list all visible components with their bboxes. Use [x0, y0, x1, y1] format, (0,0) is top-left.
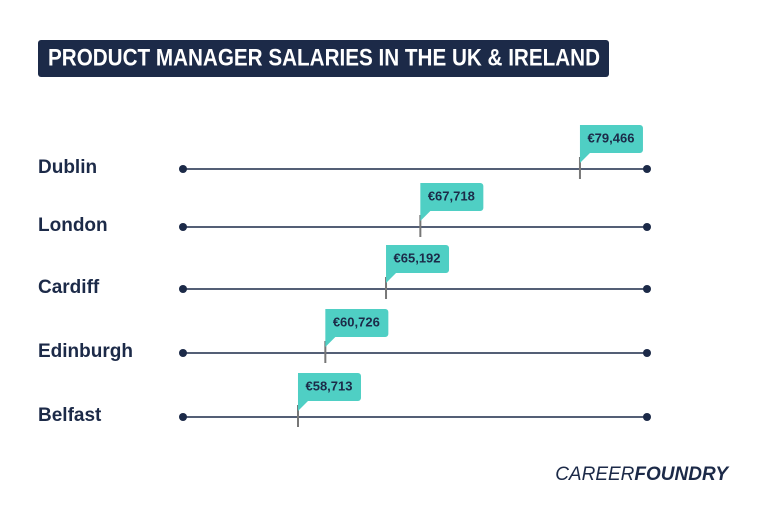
value-label: €60,726 — [333, 314, 380, 329]
category-label: Dublin — [38, 157, 97, 178]
callout-box — [420, 183, 484, 221]
callout-box — [579, 125, 643, 163]
value-label: €58,713 — [305, 378, 352, 393]
category-label: Edinburgh — [38, 341, 133, 362]
value-label: €65,192 — [394, 250, 441, 265]
range-end — [179, 223, 187, 231]
range-end — [643, 285, 651, 293]
category-label: Cardiff — [38, 277, 100, 298]
callout-box — [386, 245, 450, 283]
brand-light: CAREER — [555, 464, 634, 485]
value-label: €67,718 — [428, 188, 475, 203]
callout-box — [297, 373, 361, 411]
value-label: €79,466 — [587, 130, 634, 145]
range-end — [179, 165, 187, 173]
range-end — [179, 349, 187, 357]
range-end — [643, 223, 651, 231]
brand-logo: CAREERFOUNDRY — [555, 464, 730, 485]
title-box — [38, 40, 609, 77]
category-label: Belfast — [38, 405, 102, 426]
category-label: London — [38, 215, 108, 236]
range-end — [643, 165, 651, 173]
range-end — [179, 413, 187, 421]
chart-title: PRODUCT MANAGER SALARIES IN THE UK & IRE… — [48, 44, 600, 71]
range-end — [643, 413, 651, 421]
callout-box — [325, 309, 389, 347]
range-end — [179, 285, 187, 293]
range-end — [643, 349, 651, 357]
brand-bold: FOUNDRY — [634, 464, 730, 485]
